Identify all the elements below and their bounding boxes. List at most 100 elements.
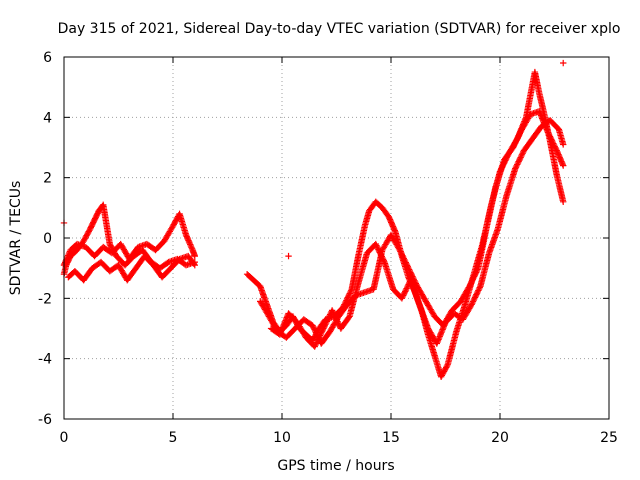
data-point [560,141,567,148]
data-point [475,285,483,293]
data-point [548,136,555,143]
x-tick-label: 10 [273,430,291,446]
data-point [469,299,476,307]
data-point [324,316,331,324]
data-point [309,323,317,331]
data-point [408,271,415,279]
data-point [315,335,322,342]
data-point [560,198,567,205]
series-5 [257,108,567,347]
data-point [328,307,336,314]
data-point [190,260,198,268]
data-point [285,252,292,260]
data-point [409,273,416,280]
data-point [473,291,480,298]
data-point [516,157,523,164]
data-point [515,133,522,140]
data-point [332,315,340,322]
data-point [316,332,324,339]
data-point [468,277,476,284]
data-point [375,247,383,255]
data-point [347,288,354,296]
data-point [514,134,521,141]
x-axis-label: GPS time / hours [277,458,394,474]
data-point [403,285,410,292]
data-point [402,259,409,266]
data-point [511,140,519,147]
data-point [321,322,328,329]
x-tick-label: 0 [60,430,69,446]
data-point [550,141,558,149]
data-point [325,314,332,321]
data-point [512,138,519,146]
data-point [512,164,520,171]
y-axis-label: SDTVAR / TECUs [8,181,24,296]
data-point [401,289,408,296]
data-point [473,267,481,275]
data-point [471,271,479,279]
data-point [395,245,403,252]
data-point [374,245,381,252]
data-point [310,325,318,332]
data-point [518,151,526,158]
data-point [406,267,413,275]
data-point [319,326,326,334]
data-point [443,362,451,370]
y-tick-label: -6 [38,412,52,428]
data-point [517,128,524,136]
data-point [515,158,522,165]
data-point [379,254,386,262]
data-point [552,144,559,151]
data-point [518,152,525,160]
data-point [312,340,320,348]
data-point [405,264,412,272]
data-point [474,288,481,296]
data-point [405,266,413,273]
series-7 [60,59,567,260]
data-point [402,288,409,295]
x-tick-label: 25 [600,430,618,446]
tick-layer: 0 5 10 15 20 25 -6 -4 -2 0 2 4 6 [38,50,618,446]
data-point [191,261,198,269]
data-point [467,280,475,287]
data-point [330,311,338,318]
data-point [517,154,524,161]
data-point [344,294,351,301]
data-point [546,133,554,140]
data-point [401,256,408,264]
data-point [314,337,321,345]
data-point [473,290,481,297]
data-point [468,278,475,286]
data-point [472,292,479,300]
y-tick-label: 4 [43,110,52,126]
data-point [514,159,522,167]
data-point [401,258,409,265]
data-point [398,251,405,258]
plot-frame [63,56,610,420]
data-point [320,325,327,332]
data-point [312,342,319,349]
data-point [465,284,472,291]
data-point [474,266,481,273]
data-point [322,319,330,327]
data-point [402,286,410,294]
x-tick-label: 15 [382,430,400,446]
data-point [466,283,473,290]
data-point [517,127,525,134]
data-point [331,312,339,320]
data-point [511,141,518,148]
data-point [475,287,482,294]
data-point [399,252,406,259]
data-point [551,143,558,150]
data-point [512,165,519,172]
y-tick-label: 2 [43,171,52,187]
data-point [546,132,553,139]
data-point [545,130,552,138]
data-point [469,298,477,305]
data-point [326,312,333,320]
data-point [470,296,477,304]
data-point [322,321,329,328]
data-point [472,270,479,277]
y-tick-label: 0 [43,231,52,247]
data-point [329,308,337,315]
